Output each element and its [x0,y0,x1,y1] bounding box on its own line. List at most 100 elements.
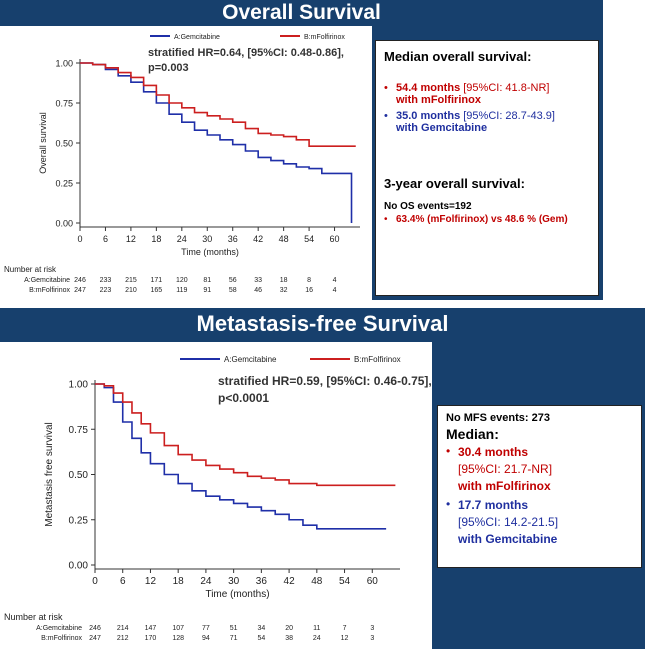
x-axis-label: Time (months) [181,247,239,257]
legend-label: A:Gemcitabine [224,355,277,364]
risk-count: 33 [254,277,262,284]
risk-count: 215 [125,277,137,284]
x-tick-label: 24 [200,576,212,587]
os-median-gemcitabine-value: 35.0 months [396,110,461,122]
bullet-icon: • [384,82,388,94]
risk-count: 56 [229,277,237,284]
gemcitabine-curve [80,62,353,223]
x-tick-label: 36 [228,234,238,244]
mfs-median-gemcitabine: • 17.7 months [95%CI: 14.2-21.5] with Ge… [446,497,633,548]
risk-count: 16 [305,287,313,294]
risk-row-label: A:Gemcitabine [24,277,70,284]
risk-count: 11 [313,625,320,632]
y-tick-label: 0.00 [55,219,73,229]
risk-table-title: Number at risk [4,612,63,622]
x-tick-label: 60 [367,576,379,587]
mfs-info-box: No MFS events: 273 Median: • 30.4 months… [437,405,642,568]
os-median-mfolfirinox-value: 54.4 months [396,82,461,94]
risk-count: 8 [307,277,311,284]
risk-count: 94 [202,635,210,642]
x-tick-label: 54 [339,576,351,587]
y-tick-label: 0.75 [55,99,73,109]
risk-count: 81 [203,277,211,284]
os-3yr-comparison: • 63.4% (mFolfirinox) vs 48.6 % (Gem) [384,214,590,225]
x-tick-label: 30 [228,576,240,587]
risk-count: 247 [89,635,101,642]
os-median-heading: Median overall survival: [384,49,532,64]
y-tick-label: 0.50 [55,139,73,149]
risk-count: 7 [343,625,347,632]
risk-count: 20 [285,625,293,632]
risk-count: 12 [341,635,349,642]
os-median-gemcitabine: • 35.0 months [95%CI: 28.7-43.9] with Ge… [384,110,590,134]
x-tick-label: 48 [279,234,289,244]
x-tick-label: 48 [311,576,323,587]
risk-count: 165 [151,287,163,294]
risk-count: 247 [74,287,86,294]
risk-count: 24 [313,635,321,642]
risk-count: 246 [89,625,101,632]
risk-count: 171 [151,277,163,284]
x-tick-label: 54 [304,234,314,244]
mfs-median-mfolfirinox-ci: [95%CI: 21.7-NR] [458,462,553,476]
risk-count: 34 [257,625,265,632]
mfs-title: Metastasis-free Survival [196,311,449,336]
mfs-median-gemcitabine-label: with Gemcitabine [458,532,558,546]
risk-count: 210 [125,287,137,294]
risk-count: 120 [176,277,188,284]
x-tick-label: 12 [145,576,157,587]
risk-count: 58 [229,287,237,294]
os-median-gemcitabine-label: with Gemcitabine [396,122,488,134]
mfs-median-heading: Median: [446,426,499,442]
risk-count: 54 [257,635,265,642]
y-tick-label: 0.00 [69,561,89,572]
x-tick-label: 30 [202,234,212,244]
os-median-mfolfirinox-ci: [95%CI: 41.8-NR] [460,82,550,94]
legend-label: B:mFolfirinox [354,355,401,364]
risk-count: 223 [100,287,112,294]
hr-text-line2: p<0.0001 [218,391,269,405]
risk-row-label: B:mFolfirinox [29,287,70,294]
os-3yr-heading: 3-year overall survival: [384,176,525,191]
y-axis-label: Metastasis free survival [44,422,55,526]
y-tick-label: 0.50 [69,470,89,481]
risk-row-label: A:Gemcitabine [36,625,82,632]
risk-count: 128 [172,635,184,642]
os-chart-panel: 0.00 0.25 0.50 0.75 1.00 0 6 12 18 24 30 36 42 48 54 60… [0,26,372,300]
risk-count: 71 [230,635,238,642]
y-tick-label: 0.25 [69,515,89,526]
risk-count: 32 [280,287,288,294]
os-info-box: Median overall survival: • 54.4 months [… [375,40,599,296]
x-tick-label: 0 [77,234,82,244]
risk-count: 91 [203,287,211,294]
risk-count: 233 [100,277,112,284]
mfs-median-mfolfirinox-label: with mFolfirinox [458,479,551,493]
risk-count: 18 [280,277,288,284]
risk-count: 4 [333,287,337,294]
mfs-events: No MFS events: 273 [446,412,550,424]
hr-text-line2: p=0.003 [148,62,189,74]
os-events: No OS events=192 [384,201,472,212]
y-tick-label: 0.75 [69,425,89,436]
y-tick-label: 1.00 [55,59,73,69]
mfolfirinox-curve [80,62,356,147]
risk-count: 214 [117,625,129,632]
risk-count: 107 [172,625,184,632]
bullet-icon: • [446,497,451,511]
x-tick-label: 42 [253,234,263,244]
y-tick-label: 1.00 [69,380,89,391]
x-tick-label: 6 [103,234,108,244]
gemcitabine-curve [95,383,387,530]
bullet-icon: • [384,214,388,225]
x-tick-label: 24 [177,234,187,244]
risk-count: 3 [370,625,374,632]
x-tick-label: 12 [126,234,136,244]
risk-count: 51 [230,625,238,632]
mfs-median-mfolfirinox: • 30.4 months [95%CI: 21.7-NR] with mFol… [446,444,633,495]
mfolfirinox-curve [95,383,396,487]
mfs-median-gemcitabine-value: 17.7 months [458,498,529,512]
x-tick-label: 36 [256,576,268,587]
os-median-mfolfirinox: • 54.4 months [95%CI: 41.8-NR] with mFol… [384,82,590,106]
risk-count: 119 [176,287,187,294]
x-tick-label: 18 [151,234,161,244]
